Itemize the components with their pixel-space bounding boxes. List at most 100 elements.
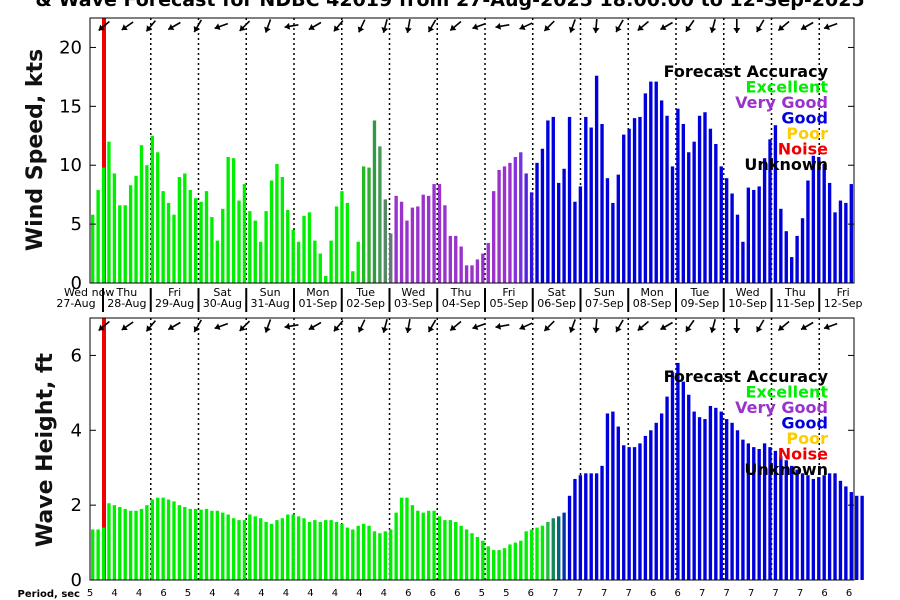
wave-bar (665, 396, 669, 580)
wind-arrow-head (264, 26, 271, 33)
wind-bar (448, 235, 453, 283)
wave-direction-arrow (709, 319, 717, 333)
wave-bar (719, 411, 723, 580)
wind-bar (432, 184, 436, 283)
wave-bar (459, 525, 463, 580)
wave-arrow-head (472, 323, 479, 330)
date-label: 03-Sep (394, 297, 433, 310)
period-value: 6 (675, 588, 681, 599)
wave-bar (757, 449, 761, 580)
wind-bar (161, 191, 165, 283)
wind-arrow-head (428, 25, 435, 33)
wind-bar (242, 184, 247, 283)
wind-direction-arrow (167, 21, 181, 31)
wind-y-tick-label: 15 (59, 96, 82, 117)
wave-bar (464, 529, 469, 580)
wind-bar (481, 253, 485, 283)
wave-bar (502, 548, 507, 580)
wave-direction-arrow (756, 319, 765, 333)
wave-bar (589, 473, 593, 580)
wind-bar (638, 116, 642, 284)
wind-bar (724, 178, 729, 283)
date-label: 29-Aug (155, 297, 194, 310)
wind-bar (253, 220, 257, 283)
wind-arrow-head (239, 24, 246, 31)
wind-bar (681, 124, 685, 283)
wave-bar (627, 447, 631, 580)
wind-bar (670, 166, 675, 283)
wind-bar (827, 182, 832, 283)
wind-arrow-head (756, 25, 763, 33)
wave-bar (410, 505, 415, 580)
wave-bar (605, 413, 610, 580)
wind-arrow-head (778, 24, 785, 31)
wave-bar (286, 514, 290, 580)
wave-arrow-head (637, 324, 644, 331)
wave-arrow-head (495, 322, 502, 330)
wave-bar (275, 520, 279, 580)
wave-y-tick-label: 4 (71, 420, 82, 441)
date-label: 09-Sep (681, 297, 720, 310)
wave-direction-arrow (733, 319, 741, 333)
wind-direction-arrow (709, 19, 717, 33)
day-label: Tue (355, 286, 375, 299)
wave-bars (91, 362, 864, 580)
wave-bar (231, 518, 236, 580)
wind-bar (849, 184, 853, 283)
wind-arrow-head (519, 23, 526, 31)
wind-arrow-head (121, 24, 128, 31)
wind-bar (708, 128, 713, 283)
wave-bar (139, 508, 144, 580)
wave-bar (557, 516, 561, 580)
wave-arrow-head (709, 327, 717, 333)
day-label: Sat (548, 286, 567, 299)
wave-arrow-head (193, 325, 200, 333)
wind-direction-arrow (145, 20, 157, 32)
wave-bar (779, 456, 783, 580)
wave-bar (183, 507, 187, 580)
wind-bar (296, 241, 301, 283)
chart-title: & Wave Forecast for NDBC 42019 from 27-A… (35, 0, 864, 11)
wave-direction-arrow (543, 320, 555, 332)
wave-bar (784, 460, 788, 580)
wave-bar (654, 422, 658, 580)
wind-bar (762, 158, 767, 283)
wave-bar (405, 497, 409, 580)
wind-bar (361, 166, 366, 283)
wind-bar (790, 257, 794, 283)
wave-bar (237, 520, 241, 580)
period-value: 6 (650, 588, 656, 599)
wind-bar (746, 187, 751, 283)
wind-arrow-head (308, 23, 315, 31)
wave-direction-arrow (637, 320, 649, 332)
wind-bar (221, 208, 225, 283)
wave-direction-arrow (660, 321, 673, 331)
wind-bar (128, 185, 133, 283)
wind-bar (605, 178, 610, 283)
wind-bar (838, 200, 843, 283)
wave-bar (860, 495, 864, 580)
wind-bar (589, 127, 593, 283)
wave-bar (351, 529, 355, 580)
wind-bar (177, 177, 182, 283)
wind-bar (622, 134, 626, 283)
wave-bar (746, 443, 751, 580)
wave-arrow-head (660, 323, 667, 331)
date-label: 05-Sep (490, 297, 529, 310)
wave-bar (730, 422, 734, 580)
wave-bar (475, 536, 480, 580)
wave-direction-arrow (167, 321, 181, 331)
wave-direction-arrow (308, 321, 322, 331)
wind-arrow-head (381, 27, 389, 33)
wind-bar (562, 168, 566, 283)
wind-arrow-head (544, 24, 551, 31)
wave-bar (432, 510, 436, 580)
wind-bar (340, 191, 344, 283)
wave-arrow-head (168, 323, 175, 331)
wave-y-tick-label: 0 (71, 570, 82, 591)
wind-bar (215, 240, 220, 283)
wind-bar (383, 199, 387, 283)
wave-bar (112, 505, 117, 580)
period-value: 5 (479, 588, 485, 599)
